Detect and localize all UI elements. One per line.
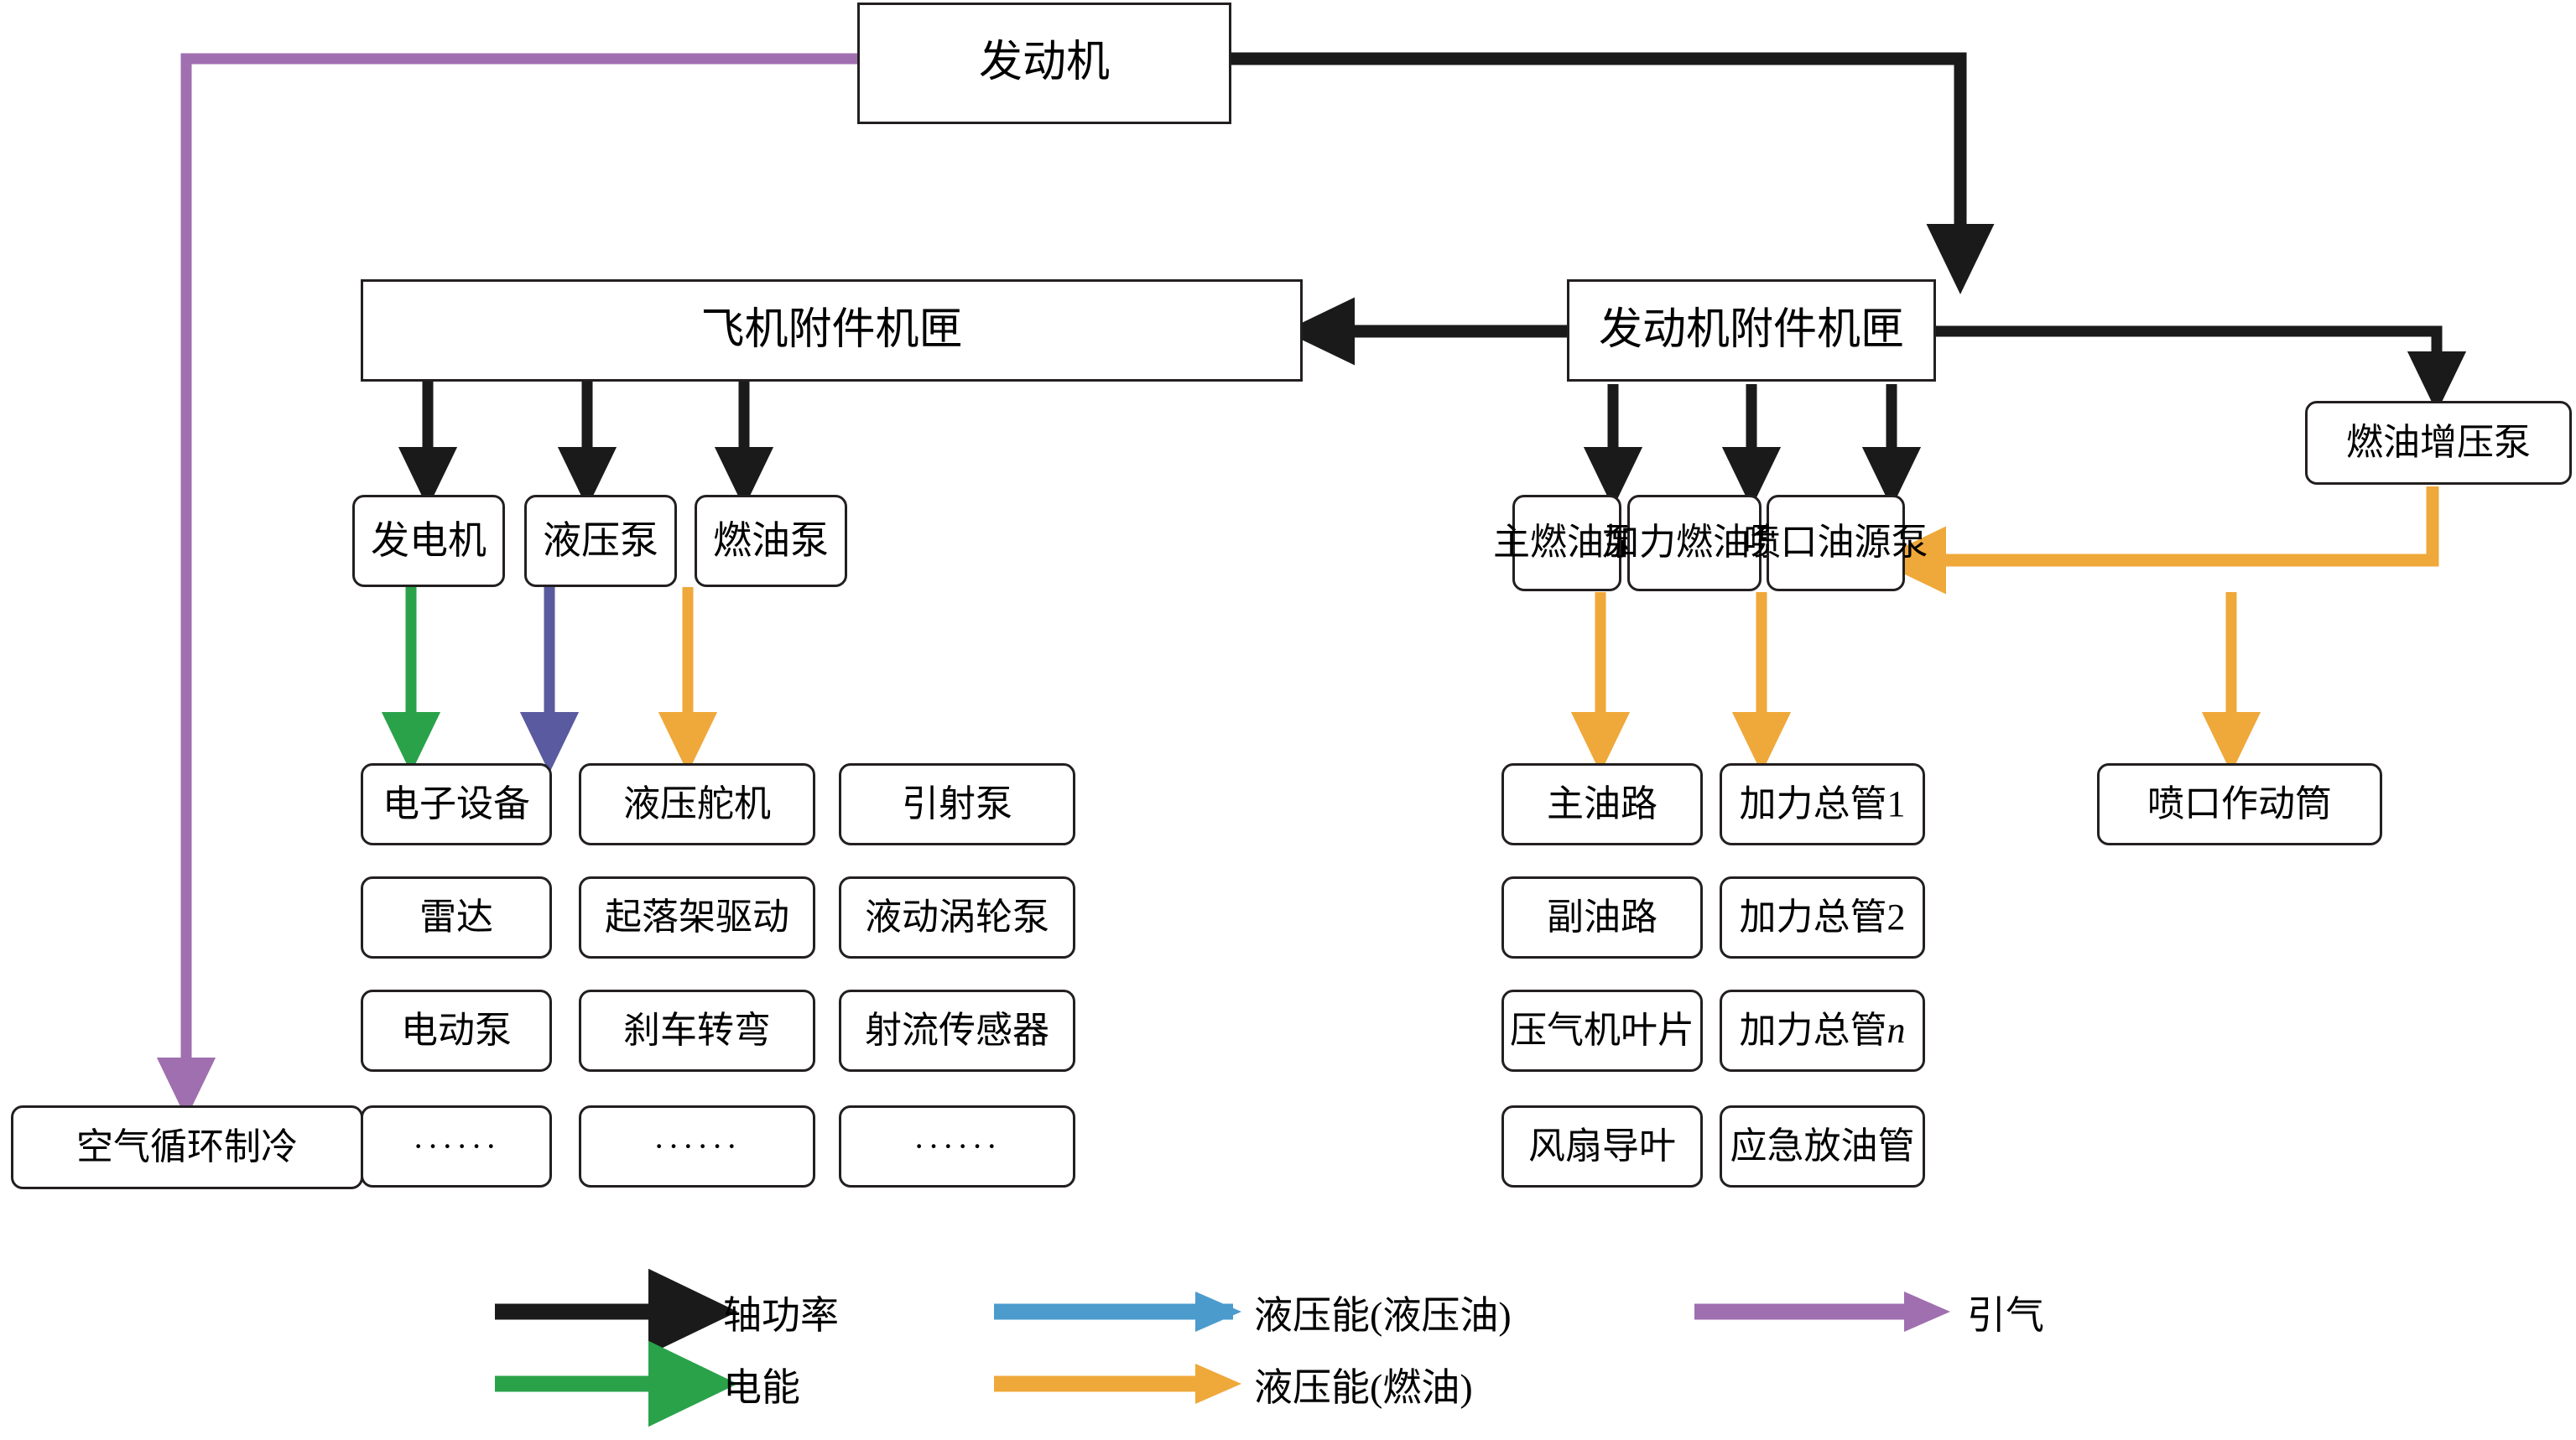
node-hydraulic-turbine-pump[interactable]: 液动涡轮泵 bbox=[839, 876, 1075, 959]
node-air-cycle-cooling[interactable]: 空气循环制冷 bbox=[11, 1105, 363, 1189]
node-nozzle-oil-source-pump-label: 喷口油源泵 bbox=[1743, 522, 1928, 564]
node-main-oil-line[interactable]: 主油路 bbox=[1501, 763, 1703, 845]
wire-boost-pump-to-nozzle-pump bbox=[1876, 486, 2439, 595]
node-secondary-oil-line-label: 副油路 bbox=[1547, 896, 1657, 938]
node-radar-label: 雷达 bbox=[419, 896, 493, 938]
node-jet-flow-sensor[interactable]: 射流传感器 bbox=[839, 990, 1075, 1072]
node-electrical-more-label: ······ bbox=[413, 1127, 500, 1165]
node-hydraulic-pump-label: 液压泵 bbox=[543, 518, 658, 562]
node-main-oil-line-label: 主油路 bbox=[1547, 782, 1657, 824]
node-afterburner-fuel-pump-label: 加力燃油泵 bbox=[1602, 522, 1787, 564]
node-fuel-hydraulic-more-label: ······ bbox=[913, 1127, 1001, 1165]
node-hydraulic-actuator[interactable]: 液压舵机 bbox=[579, 763, 815, 845]
node-generator-label: 发电机 bbox=[371, 518, 487, 562]
node-afterburner-manifold-2-label: 加力总管2 bbox=[1739, 896, 1906, 938]
node-nozzle-actuator[interactable]: 喷口作动筒 bbox=[2097, 763, 2382, 845]
node-main-fuel-pump-label: 主燃油泵 bbox=[1493, 522, 1641, 564]
node-fuel-pump-label: 燃油泵 bbox=[713, 518, 829, 562]
node-electric-pump-label: 电动泵 bbox=[401, 1009, 512, 1051]
wire-engine-gearbox-to-boost-pump bbox=[1935, 325, 2467, 413]
node-electric-pump[interactable]: 电动泵 bbox=[361, 990, 552, 1072]
wire-bleed-air bbox=[156, 53, 857, 1119]
node-landing-gear-drive-label: 起落架驱动 bbox=[605, 896, 789, 938]
wire-engine-to-engine-gearbox bbox=[1231, 52, 1995, 294]
node-brake-steering[interactable]: 刹车转弯 bbox=[579, 990, 815, 1072]
node-aircraft-accessory-gearbox[interactable]: 飞机附件机匣 bbox=[361, 279, 1303, 382]
node-afterburner-manifold-n[interactable]: 加力总管n bbox=[1720, 990, 1925, 1072]
node-engine-accessory-gearbox[interactable]: 发动机附件机匣 bbox=[1567, 279, 1936, 382]
node-hydraulic-actuator-label: 液压舵机 bbox=[623, 782, 771, 824]
legend-label-hydraulic-fuel: 液压能(燃油) bbox=[1254, 1366, 1473, 1409]
node-compressor-blade-label: 压气机叶片 bbox=[1510, 1009, 1694, 1051]
node-jet-flow-sensor-label: 射流传感器 bbox=[865, 1009, 1049, 1051]
node-afterburner-manifold-n-label: 加力总管n bbox=[1740, 1011, 1906, 1050]
node-fuel-boost-pump[interactable]: 燃油增压泵 bbox=[2305, 401, 2572, 485]
legend-label-electric-power: 电能 bbox=[723, 1366, 800, 1409]
legend-label-bleed-air: 引气 bbox=[1967, 1294, 2044, 1337]
node-generator[interactable]: 发电机 bbox=[352, 495, 505, 587]
node-landing-gear-drive[interactable]: 起落架驱动 bbox=[579, 876, 815, 959]
node-radar[interactable]: 雷达 bbox=[361, 876, 552, 959]
node-afterburner-fuel-pump[interactable]: 加力燃油泵 bbox=[1602, 495, 1787, 591]
legend-label-hydraulic-oil: 液压能(液压油) bbox=[1254, 1294, 1512, 1337]
node-hydraulic-turbine-pump-label: 液动涡轮泵 bbox=[865, 896, 1049, 938]
node-main-fuel-pump[interactable]: 主燃油泵 bbox=[1493, 495, 1641, 591]
node-fuel-pump[interactable]: 燃油泵 bbox=[695, 495, 847, 587]
node-ejector-pump-label: 引射泵 bbox=[902, 782, 1012, 824]
node-afterburner-manifold-2[interactable]: 加力总管2 bbox=[1720, 876, 1925, 959]
node-secondary-oil-line[interactable]: 副油路 bbox=[1501, 876, 1703, 959]
legend-label-shaft-power: 轴功率 bbox=[723, 1294, 839, 1337]
node-hydraulic-pump[interactable]: 液压泵 bbox=[524, 495, 677, 587]
node-afterburner-manifold-1[interactable]: 加力总管1 bbox=[1720, 763, 1925, 845]
node-hydraulic-more[interactable]: ······ bbox=[579, 1105, 815, 1188]
node-brake-steering-label: 刹车转弯 bbox=[623, 1009, 771, 1051]
node-fuel-boost-pump-label: 燃油增压泵 bbox=[2346, 421, 2531, 463]
node-engine-label: 发动机 bbox=[978, 39, 1110, 87]
node-engine-accessory-gearbox-label: 发动机附件机匣 bbox=[1598, 305, 1904, 354]
node-air-cycle-cooling-label: 空气循环制冷 bbox=[76, 1125, 298, 1167]
node-compressor-blade[interactable]: 压气机叶片 bbox=[1501, 990, 1703, 1072]
afterburner-n-prefix: 加力总管 bbox=[1739, 1009, 1887, 1051]
node-electrical-more[interactable]: ······ bbox=[361, 1105, 552, 1188]
node-hydraulic-more-label: ······ bbox=[653, 1127, 741, 1165]
node-emergency-fuel-dump-label: 应急放油管 bbox=[1730, 1125, 1915, 1167]
node-emergency-fuel-dump[interactable]: 应急放油管 bbox=[1720, 1105, 1925, 1188]
node-fuel-hydraulic-more[interactable]: ······ bbox=[839, 1105, 1075, 1188]
node-fan-guide-vane-label: 风扇导叶 bbox=[1528, 1125, 1676, 1167]
node-fan-guide-vane[interactable]: 风扇导叶 bbox=[1501, 1105, 1703, 1188]
node-nozzle-oil-source-pump[interactable]: 喷口油源泵 bbox=[1744, 495, 1928, 591]
afterburner-n-suffix: n bbox=[1886, 1009, 1906, 1051]
node-nozzle-actuator-label: 喷口作动筒 bbox=[2147, 782, 2332, 824]
node-aircraft-accessory-gearbox-label: 飞机附件机匣 bbox=[700, 305, 963, 354]
node-electronic-equipment-label: 电子设备 bbox=[382, 782, 530, 824]
node-electronic-equipment[interactable]: 电子设备 bbox=[361, 763, 552, 845]
node-ejector-pump[interactable]: 引射泵 bbox=[839, 763, 1075, 845]
node-afterburner-manifold-1-label: 加力总管1 bbox=[1739, 782, 1906, 824]
node-engine[interactable]: 发动机 bbox=[857, 3, 1231, 124]
